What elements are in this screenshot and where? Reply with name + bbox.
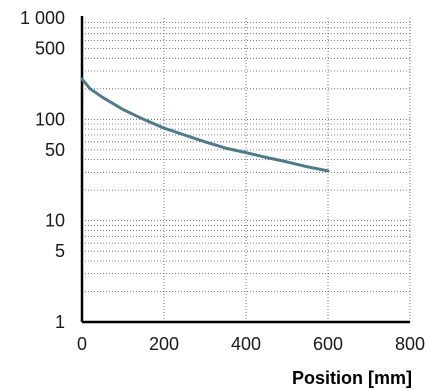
x-tick-label: 200	[149, 334, 179, 354]
x-tick-label: 400	[231, 334, 261, 354]
series-line-1	[80, 77, 330, 173]
grid	[82, 18, 411, 322]
y-tick-label: 100	[35, 109, 65, 129]
series-layer	[80, 77, 330, 173]
x-tick-label: 0	[77, 334, 87, 354]
y-tick-label: 1 000	[20, 8, 65, 28]
x-tick-label: 800	[395, 334, 425, 354]
y-tick-label: 10	[45, 211, 65, 231]
axes	[80, 16, 410, 324]
x-tick-label: 600	[313, 334, 343, 354]
tick-labels: 1 5 10 50 100 500 1 000 0 200 400 600 800	[20, 8, 425, 354]
y-tick-label: 500	[35, 39, 65, 59]
y-tick-label: 50	[45, 140, 65, 160]
x-axis-title: Position [mm]	[292, 368, 412, 388]
y-tick-label: 5	[55, 241, 65, 261]
y-tick-label: 1	[55, 312, 65, 332]
